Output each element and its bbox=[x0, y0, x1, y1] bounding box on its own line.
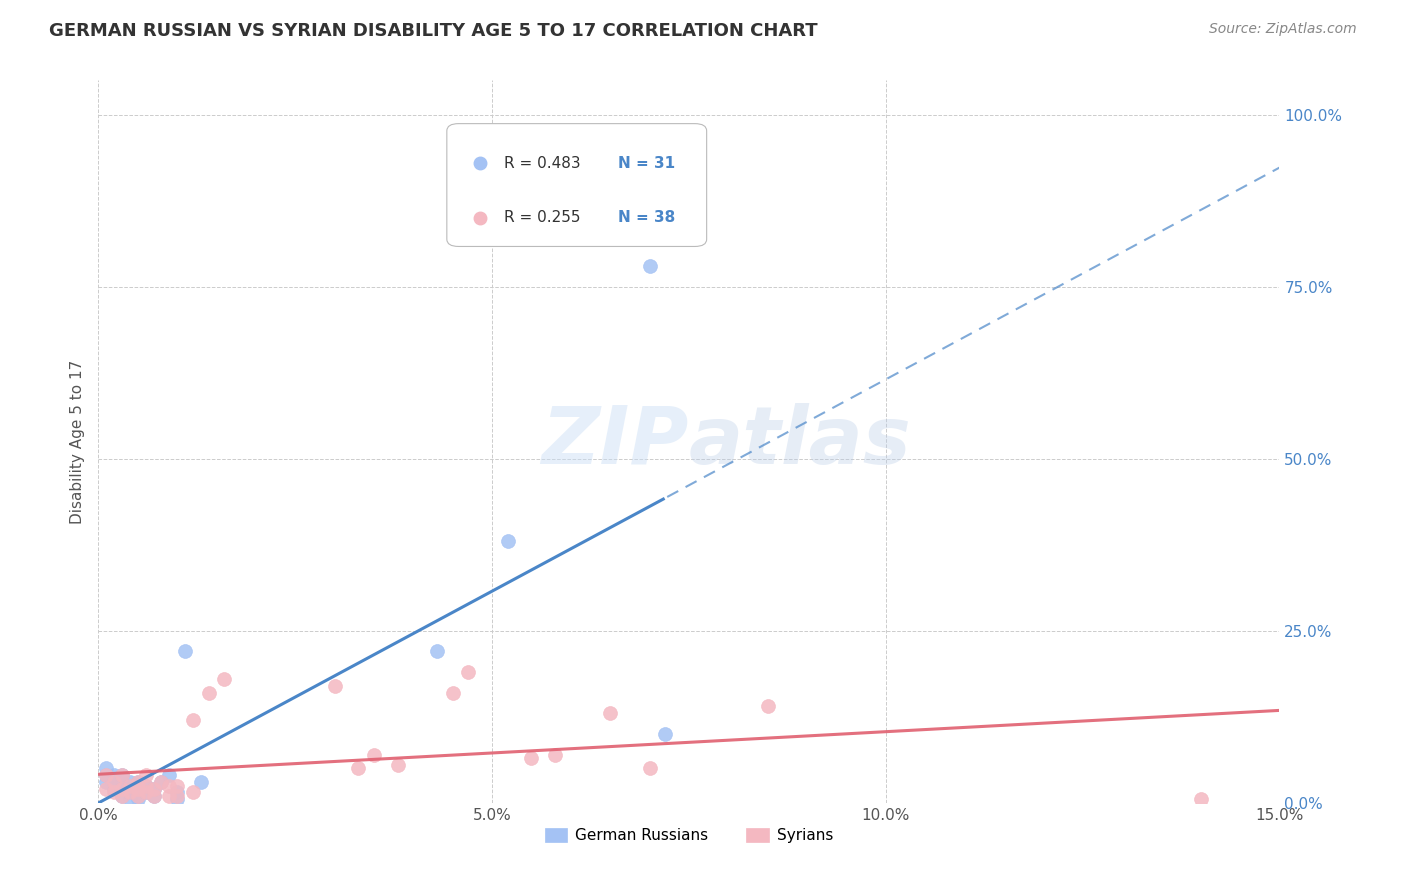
Point bbox=[157, 768, 180, 782]
Point bbox=[150, 775, 173, 789]
Point bbox=[111, 789, 134, 803]
Text: R = 0.255: R = 0.255 bbox=[503, 210, 581, 225]
Point bbox=[190, 775, 212, 789]
Text: Source: ZipAtlas.com: Source: ZipAtlas.com bbox=[1209, 22, 1357, 37]
Point bbox=[157, 789, 180, 803]
Y-axis label: Disability Age 5 to 17: Disability Age 5 to 17 bbox=[69, 359, 84, 524]
Point bbox=[96, 775, 118, 789]
Point bbox=[181, 785, 204, 799]
Point bbox=[127, 775, 149, 789]
Point bbox=[135, 785, 157, 799]
Text: GERMAN RUSSIAN VS SYRIAN DISABILITY AGE 5 TO 17 CORRELATION CHART: GERMAN RUSSIAN VS SYRIAN DISABILITY AGE … bbox=[49, 22, 818, 40]
Point bbox=[496, 534, 519, 549]
Text: ZIP: ZIP bbox=[541, 402, 689, 481]
Point bbox=[96, 768, 118, 782]
Point bbox=[142, 782, 165, 797]
FancyBboxPatch shape bbox=[447, 124, 707, 246]
Point bbox=[118, 785, 141, 799]
Point bbox=[96, 761, 118, 775]
Point bbox=[142, 789, 165, 803]
Text: atlas: atlas bbox=[689, 402, 911, 481]
Point bbox=[103, 785, 125, 799]
Point bbox=[103, 768, 125, 782]
Point bbox=[118, 779, 141, 793]
Point bbox=[347, 761, 370, 775]
Point bbox=[96, 768, 118, 782]
Point bbox=[457, 665, 479, 679]
Point bbox=[127, 782, 149, 797]
Point bbox=[118, 785, 141, 799]
Point bbox=[111, 768, 134, 782]
Point bbox=[166, 785, 188, 799]
Point bbox=[166, 779, 188, 793]
Point bbox=[135, 779, 157, 793]
Point bbox=[111, 782, 134, 797]
Point bbox=[111, 782, 134, 797]
Point bbox=[166, 789, 188, 803]
Point bbox=[135, 768, 157, 782]
Point bbox=[127, 789, 149, 803]
Point bbox=[638, 259, 661, 273]
Point bbox=[1189, 792, 1212, 806]
Point bbox=[127, 792, 149, 806]
Point bbox=[127, 775, 149, 789]
Point bbox=[135, 785, 157, 799]
Point bbox=[150, 775, 173, 789]
Point bbox=[174, 644, 197, 658]
Text: N = 31: N = 31 bbox=[619, 156, 675, 171]
Point bbox=[520, 751, 543, 765]
Point bbox=[111, 768, 134, 782]
Point bbox=[544, 747, 567, 762]
Point bbox=[118, 792, 141, 806]
Point bbox=[756, 699, 779, 714]
Point bbox=[103, 782, 125, 797]
Point bbox=[103, 775, 125, 789]
Point bbox=[111, 789, 134, 803]
Point bbox=[135, 779, 157, 793]
Point bbox=[441, 686, 464, 700]
Point bbox=[323, 679, 346, 693]
Point bbox=[127, 782, 149, 797]
Point bbox=[127, 789, 149, 803]
Point bbox=[214, 672, 236, 686]
Point bbox=[197, 686, 219, 700]
Point bbox=[157, 779, 180, 793]
Point bbox=[166, 792, 188, 806]
Text: N = 38: N = 38 bbox=[619, 210, 675, 225]
Point bbox=[387, 758, 409, 772]
Point bbox=[638, 761, 661, 775]
Point bbox=[111, 775, 134, 789]
Point bbox=[118, 775, 141, 789]
Point bbox=[599, 706, 621, 721]
Point bbox=[142, 789, 165, 803]
Point bbox=[426, 644, 449, 658]
Text: R = 0.483: R = 0.483 bbox=[503, 156, 581, 171]
Point bbox=[142, 782, 165, 797]
Point bbox=[654, 727, 676, 741]
Point bbox=[363, 747, 385, 762]
Point bbox=[181, 713, 204, 727]
Legend: German Russians, Syrians: German Russians, Syrians bbox=[538, 822, 839, 849]
Point bbox=[103, 775, 125, 789]
Point bbox=[96, 782, 118, 797]
